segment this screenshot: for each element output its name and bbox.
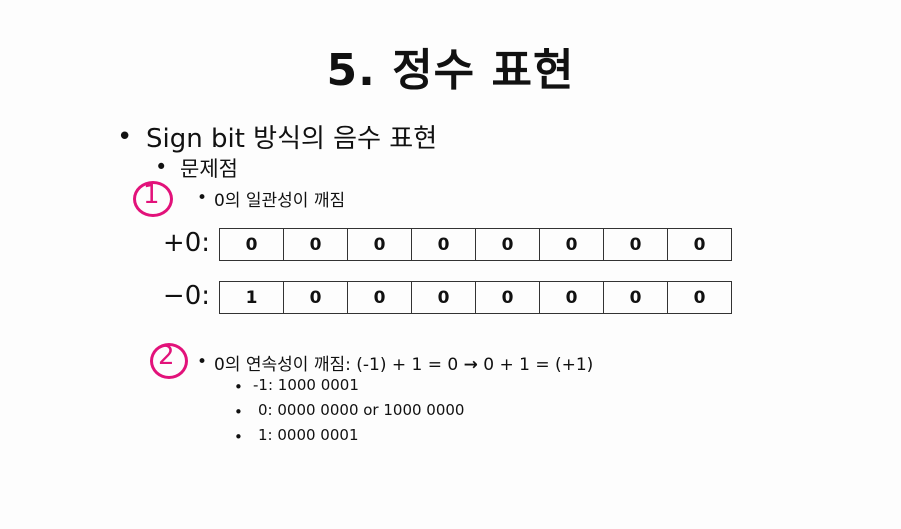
row-label-plus-zero: +0: — [162, 228, 210, 258]
bit-table-plus-zero: 0 0 0 0 0 0 0 0 — [219, 228, 732, 261]
bit-cell: 0 — [411, 281, 476, 314]
bit-cell: 0 — [539, 228, 604, 261]
bit-cell: 0 — [475, 228, 540, 261]
circled-number-2 — [150, 343, 188, 379]
bit-table-minus-zero: 1 0 0 0 0 0 0 0 — [219, 281, 732, 314]
example-minus-one: -1: 1000 0001 — [253, 376, 359, 394]
example-plus-one: 1: 0000 0001 — [258, 426, 359, 444]
problem-2-text-after: 0 + 1 = (+1) — [483, 355, 594, 375]
bit-cell: 0 — [603, 228, 668, 261]
row-label-minus-zero: −0: — [162, 281, 210, 311]
bit-cell: 0 — [283, 281, 348, 314]
bullet-dot: • — [234, 378, 243, 396]
bit-cell: 0 — [283, 228, 348, 261]
marker-2: 2 — [158, 341, 175, 371]
bit-cell: 0 — [475, 281, 540, 314]
bullet-dot: • — [234, 428, 243, 446]
bit-cell: 0 — [347, 281, 412, 314]
bullet-sign-bit: Sign bit 방식의 음수 표현 — [146, 124, 438, 154]
bit-cell: 0 — [539, 281, 604, 314]
problem-1-text: 0의 일관성이 깨짐 — [214, 191, 346, 211]
bullet-dot: • — [155, 155, 168, 179]
bit-cell: 0 — [347, 228, 412, 261]
marker-1: 1 — [143, 180, 160, 210]
bullet-dot: • — [117, 122, 133, 152]
example-zero: 0: 0000 0000 or 1000 0000 — [258, 401, 465, 419]
arrow-icon: → — [463, 355, 478, 375]
problem-2-text-before: 0의 연속성이 깨짐: (-1) + 1 = 0 — [214, 355, 459, 375]
bullet-dot: • — [197, 188, 208, 208]
bullet-problems: 문제점 — [180, 157, 238, 181]
bit-cell: 0 — [667, 281, 732, 314]
slide-title: 5. 정수 표현 — [326, 45, 575, 96]
bit-cell: 0 — [667, 228, 732, 261]
bit-cell: 1 — [219, 281, 284, 314]
problem-2-text: 0의 연속성이 깨짐: (-1) + 1 = 0 → 0 + 1 = (+1) — [214, 350, 593, 375]
bit-cell: 0 — [603, 281, 668, 314]
circled-number-1 — [133, 181, 173, 217]
bit-cell: 0 — [411, 228, 476, 261]
bit-cell: 0 — [219, 228, 284, 261]
bullet-dot: • — [197, 352, 208, 372]
bullet-dot: • — [234, 403, 243, 421]
